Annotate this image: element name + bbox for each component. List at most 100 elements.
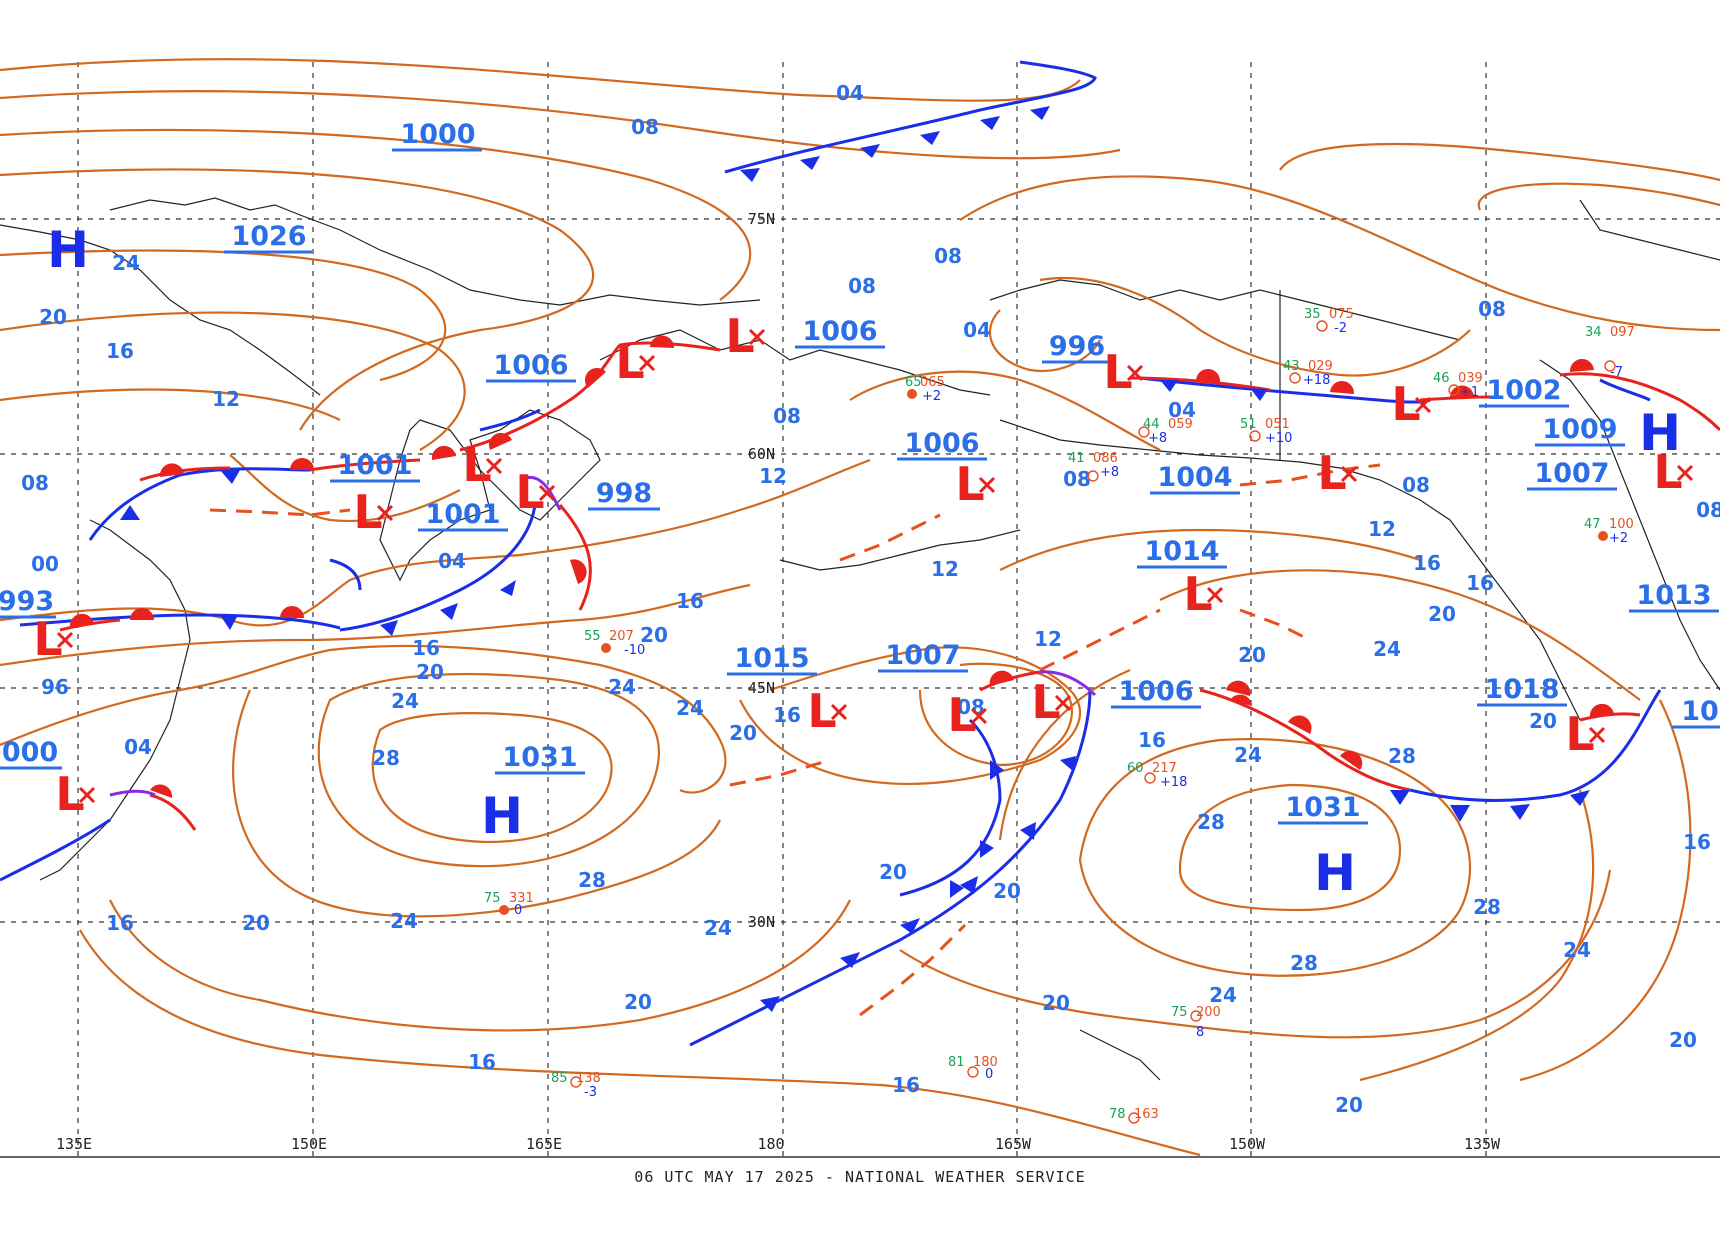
low-center: L xyxy=(1565,707,1594,761)
longitude-label: 165W xyxy=(995,1135,1032,1153)
low-center: L xyxy=(947,688,976,742)
pressure-label: 10 xyxy=(1681,696,1719,727)
svg-text:47: 47 xyxy=(1584,517,1601,532)
svg-text:0: 0 xyxy=(514,903,522,918)
pressure-label: 1007 xyxy=(1534,458,1609,489)
map-footer: 06 UTC MAY 17 2025 - NATIONAL WEATHER SE… xyxy=(634,1168,1085,1186)
low-center-marks xyxy=(56,328,1694,804)
pressure-labels: 1000 1026 1006 1006 1001 1001 998 996 10… xyxy=(0,119,1720,825)
svg-text:44: 44 xyxy=(1143,417,1160,432)
high-center: H xyxy=(481,787,523,845)
station-obs: 34 097 -7 xyxy=(1585,325,1635,380)
isobar-labels: 04 08 08 08 08 08 08 08 08 08 04 04 04 0… xyxy=(21,81,1720,1117)
isobar-label: 08 xyxy=(1063,467,1091,491)
station-obs: 75 200 8 xyxy=(1171,1005,1221,1040)
front-symbols xyxy=(120,106,1590,1012)
isobar-label: 08 xyxy=(773,404,801,428)
isobar-label: 20 xyxy=(416,660,444,684)
pressure-label: 1013 xyxy=(1636,580,1711,611)
isobar-label: 12 xyxy=(212,387,240,411)
isobar-label: 00 xyxy=(31,552,59,576)
isobar-label: 28 xyxy=(1473,895,1501,919)
isobar-label: 20 xyxy=(1428,602,1456,626)
isobar-label: 20 xyxy=(1238,643,1266,667)
isobar-label: 08 xyxy=(1402,473,1430,497)
svg-text:331: 331 xyxy=(509,891,534,906)
isobar-label: 08 xyxy=(1478,297,1506,321)
isobar-label: 28 xyxy=(1197,810,1225,834)
low-center: L xyxy=(955,457,984,511)
isobar-label: 04 xyxy=(1168,398,1196,422)
svg-text:+10: +10 xyxy=(1265,431,1292,446)
pressure-label: 1002 xyxy=(1486,375,1561,406)
svg-text:-7: -7 xyxy=(1610,365,1623,380)
station-obs: 75 331 0 xyxy=(484,891,534,918)
pressure-label: 000 xyxy=(2,737,58,768)
low-center: L xyxy=(807,684,836,738)
svg-text:+18: +18 xyxy=(1303,373,1330,388)
isobar-label: 28 xyxy=(578,868,606,892)
pressure-label: 1018 xyxy=(1484,674,1559,705)
isobar-label: 20 xyxy=(1529,709,1557,733)
isobar-label: 16 xyxy=(106,339,134,363)
isobar-label: 12 xyxy=(1034,627,1062,651)
low-center: L xyxy=(462,438,491,492)
isobar-label: 24 xyxy=(1209,983,1237,1007)
svg-text:097: 097 xyxy=(1610,325,1635,340)
svg-text:-10: -10 xyxy=(624,643,645,658)
pressure-label: 1015 xyxy=(734,643,809,674)
longitude-labels: 135E 150E 165E 180 165W 150W 135W xyxy=(56,1135,1501,1153)
troughs xyxy=(209,463,1381,1017)
svg-text:60: 60 xyxy=(1127,761,1144,776)
svg-text:138: 138 xyxy=(576,1071,601,1086)
isobar-label: 28 xyxy=(372,746,400,770)
svg-text:100: 100 xyxy=(1609,517,1634,532)
pressure-label: 1006 xyxy=(904,428,979,459)
station-obs: 65 065 +2 xyxy=(905,375,945,404)
station-obs: 43 029 +18 xyxy=(1283,359,1333,388)
svg-text:200: 200 xyxy=(1196,1005,1221,1020)
isobar-label: 24 xyxy=(608,675,636,699)
longitude-label: 165E xyxy=(526,1135,562,1153)
isobar-label: 08 xyxy=(848,274,876,298)
svg-text:+18: +18 xyxy=(1160,775,1187,790)
svg-text:039: 039 xyxy=(1458,371,1483,386)
svg-text:+2: +2 xyxy=(1609,531,1628,546)
pressure-label: 993 xyxy=(0,586,54,617)
svg-text:+1: +1 xyxy=(1460,385,1479,400)
low-center: L xyxy=(55,767,84,821)
isobar-label: 16 xyxy=(1413,551,1441,575)
low-center: L xyxy=(33,612,62,666)
low-center: L xyxy=(725,309,754,363)
isobar-label: 24 xyxy=(676,696,704,720)
isobar-label: 04 xyxy=(963,318,991,342)
pressure-label: 1006 xyxy=(1118,676,1193,707)
isobar-label: 28 xyxy=(1290,951,1318,975)
isobar-label: 24 xyxy=(112,251,140,275)
longitude-label: 135W xyxy=(1464,1135,1501,1153)
isobar-label: 24 xyxy=(704,916,732,940)
station-obs: 35 075 -2 xyxy=(1304,307,1354,336)
graticule xyxy=(0,62,1720,1157)
svg-text:0: 0 xyxy=(985,1067,993,1082)
isobar-label: 20 xyxy=(39,305,67,329)
svg-text:059: 059 xyxy=(1168,417,1193,432)
svg-text:180: 180 xyxy=(973,1055,998,1070)
pressure-label: 1009 xyxy=(1542,414,1617,445)
isobar-label: 20 xyxy=(640,623,668,647)
svg-text:8: 8 xyxy=(1196,1025,1204,1040)
isobar-label: 20 xyxy=(1669,1028,1697,1052)
latitude-label: 75N xyxy=(748,210,775,228)
svg-text:65: 65 xyxy=(905,375,922,390)
isobar-label: 16 xyxy=(1683,830,1711,854)
isobar-label: 16 xyxy=(773,703,801,727)
svg-text:34: 34 xyxy=(1585,325,1602,340)
svg-text:81: 81 xyxy=(948,1055,965,1070)
pressure-label: 1031 xyxy=(502,742,577,773)
high-center: H xyxy=(47,221,89,279)
pressure-label: 1031 xyxy=(1285,792,1360,823)
isobar-label: 04 xyxy=(124,735,152,759)
isobar-label: 08 xyxy=(934,244,962,268)
station-obs: 60 217 +18 xyxy=(1127,761,1187,790)
station-obs: 44 059 +8 xyxy=(1138,417,1193,446)
